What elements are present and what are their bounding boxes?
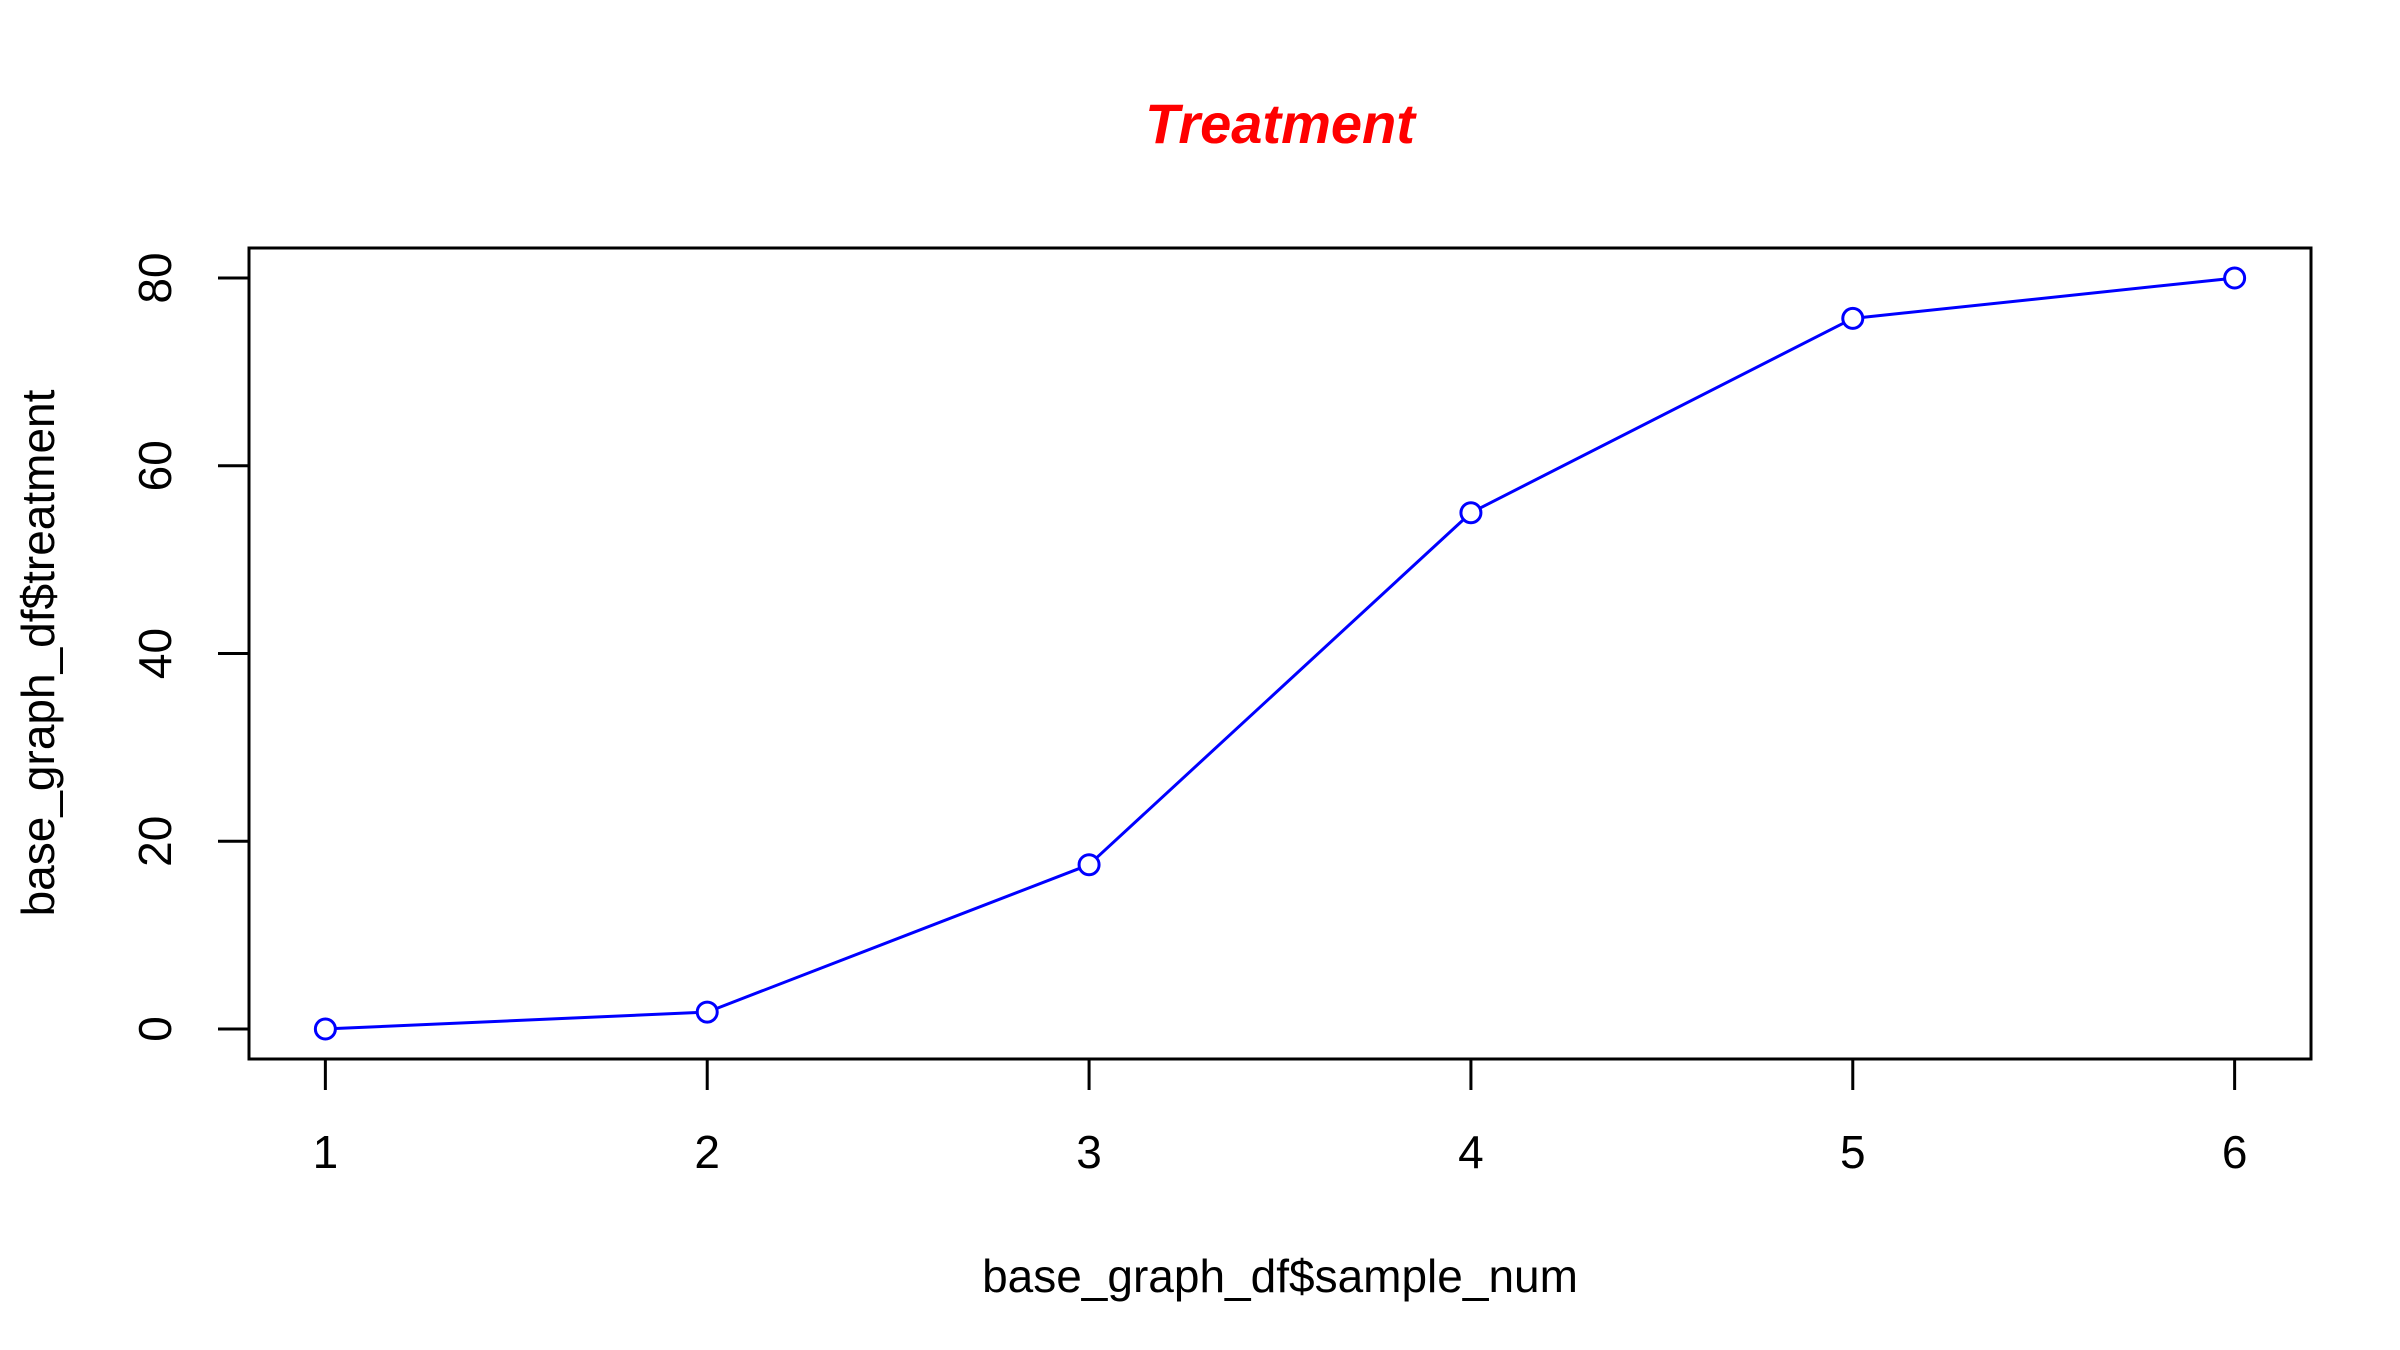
chart-title: Treatment xyxy=(1145,92,1417,155)
y-tick-label: 40 xyxy=(129,628,181,679)
y-tick-label: 20 xyxy=(129,816,181,867)
x-tick-label: 1 xyxy=(313,1126,339,1178)
y-tick-label: 0 xyxy=(129,1016,181,1042)
series-line-segment xyxy=(1095,518,1465,860)
series-line-segment xyxy=(1479,321,1845,510)
data-point xyxy=(2223,266,2247,290)
y-tick-label: 80 xyxy=(129,252,181,303)
y-axis: 0 20 40 60 80 xyxy=(129,252,251,1042)
x-tick-label: 6 xyxy=(2222,1126,2248,1178)
x-tick-label: 3 xyxy=(1076,1126,1102,1178)
data-point xyxy=(1077,853,1101,877)
data-point xyxy=(1459,501,1483,525)
series-line-segment xyxy=(716,866,1081,1010)
series-line-segment xyxy=(335,1011,698,1031)
data-point xyxy=(1841,306,1865,330)
x-tick-label: 5 xyxy=(1840,1126,1866,1178)
x-axis: 1 2 3 4 5 6 xyxy=(313,1057,2248,1178)
series-line-segment xyxy=(1862,277,2225,319)
y-tick-label: 60 xyxy=(129,440,181,491)
series-layer xyxy=(313,266,2247,1041)
x-tick-label: 2 xyxy=(694,1126,720,1178)
x-axis-title: base_graph_df$sample_num xyxy=(982,1250,1578,1302)
x-tick-label: 4 xyxy=(1458,1126,1484,1178)
data-point xyxy=(313,1017,337,1041)
data-point xyxy=(695,1000,719,1024)
y-axis-title: base_graph_df$treatment xyxy=(12,389,64,916)
